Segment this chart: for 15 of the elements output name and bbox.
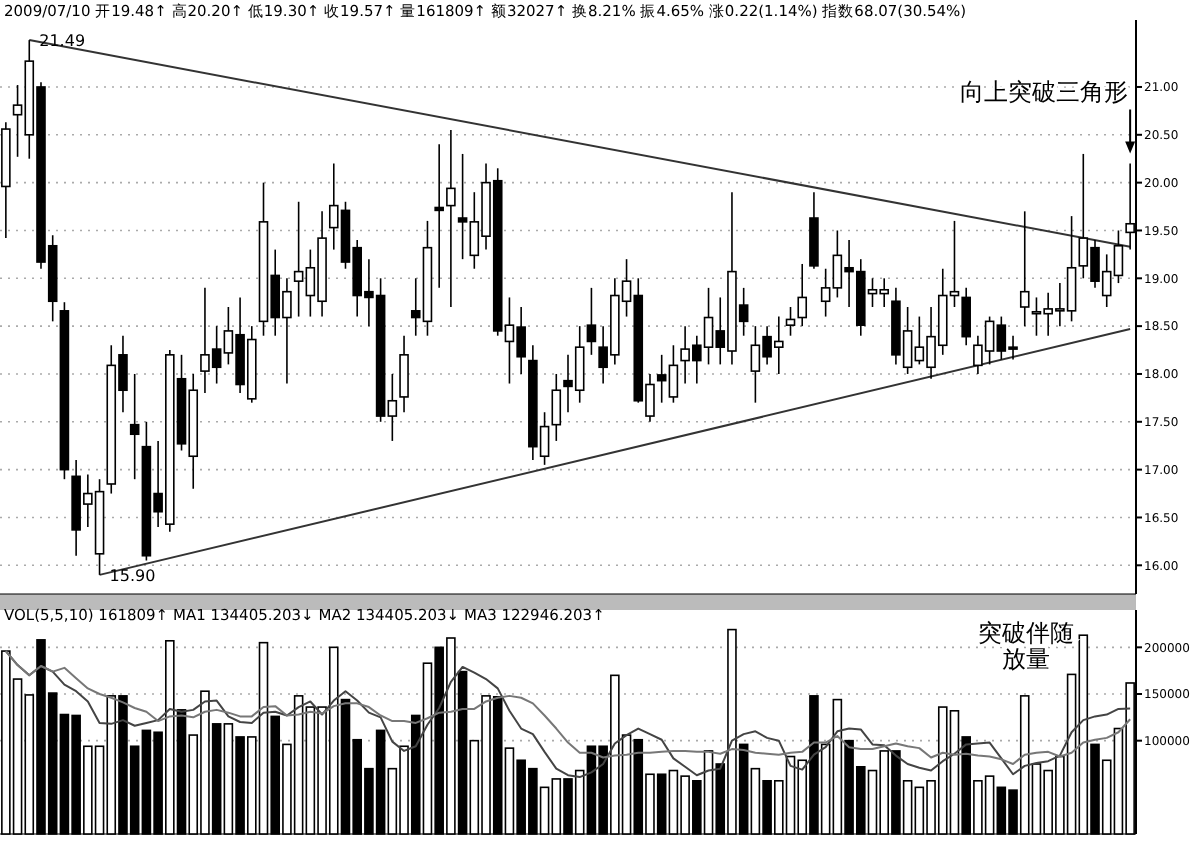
candlestick [446,129,456,308]
candlestick [434,143,444,289]
candlestick [961,287,971,347]
candlestick [1019,210,1030,327]
candlestick [809,191,819,270]
candlestick [785,306,796,337]
candlestick [129,373,140,480]
candlestick [797,263,808,327]
annotation: 21.49 [39,32,86,51]
annotation: 突破伴随放量 [978,618,1075,673]
annotation: 15.90 [109,566,156,585]
candlestick [399,334,409,414]
annotation: 向上突破三角形 [960,77,1128,106]
candlestick [551,373,562,442]
candlestick [586,287,597,356]
